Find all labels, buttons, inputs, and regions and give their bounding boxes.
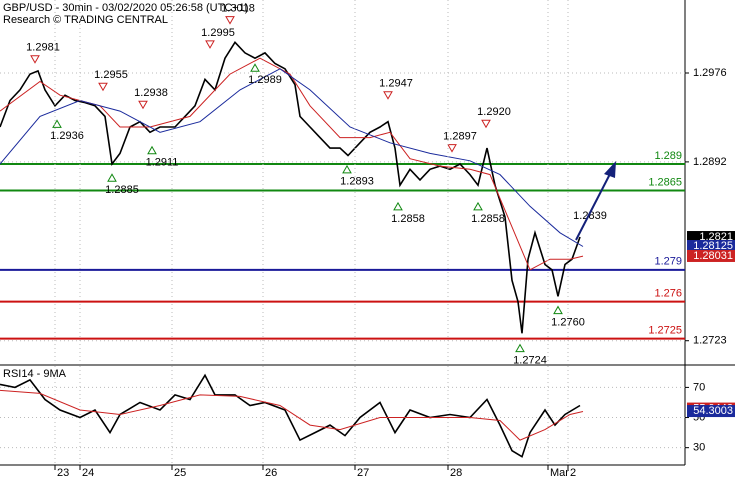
low-marker bbox=[52, 119, 62, 128]
low-marker bbox=[147, 145, 157, 155]
panel-title: RSI14 - 9MA bbox=[3, 368, 67, 380]
price-tag bbox=[687, 405, 735, 418]
series-line bbox=[0, 40, 581, 334]
annotation-label: 1.2897 bbox=[443, 131, 477, 143]
annotation-label: 1.2858 bbox=[391, 213, 425, 225]
annotation-label: 1.2938 bbox=[134, 87, 168, 99]
series-line bbox=[0, 68, 584, 247]
annotation-label: 1.2724 bbox=[513, 355, 547, 367]
annotation-label: 1.2947 bbox=[379, 78, 413, 90]
annotation-label: 1.2920 bbox=[477, 106, 511, 118]
annotation-label: 1.2981 bbox=[26, 42, 60, 54]
low-marker bbox=[515, 343, 525, 353]
high-marker bbox=[225, 16, 235, 25]
annotation-label: 1.2955 bbox=[94, 69, 128, 81]
series-line bbox=[0, 389, 584, 441]
x-tick-label: Mar bbox=[550, 467, 569, 479]
price-tag bbox=[687, 249, 735, 262]
y-tick-label: 1.2892 bbox=[693, 156, 727, 168]
high-marker bbox=[447, 144, 457, 153]
level-label: 1.276 bbox=[654, 287, 682, 299]
low-marker bbox=[393, 201, 403, 211]
high-marker bbox=[481, 119, 491, 129]
price-tag-label: 54.3003 bbox=[693, 405, 733, 417]
x-tick-label: 28 bbox=[450, 467, 462, 479]
y-tick-label: 30 bbox=[693, 442, 705, 454]
low-marker bbox=[107, 173, 117, 182]
high-marker bbox=[383, 91, 393, 100]
annotation-label: 1.2885 bbox=[105, 184, 139, 196]
annotation-label: 1.2760 bbox=[551, 316, 585, 328]
annotation-label: 1.2936 bbox=[50, 130, 84, 142]
level-label: 1.289 bbox=[654, 150, 682, 162]
low-marker bbox=[342, 164, 352, 174]
chart-subtitle: Research © TRADING CENTRAL bbox=[3, 14, 168, 26]
annotation-label: 1.2893 bbox=[340, 176, 374, 188]
y-tick-label: 1.2976 bbox=[693, 67, 727, 79]
x-tick-label: 24 bbox=[82, 467, 94, 479]
y-tick-label: 1.2723 bbox=[693, 335, 727, 347]
level-label: 1.2865 bbox=[648, 176, 682, 188]
x-tick-label: 26 bbox=[265, 467, 277, 479]
low-marker bbox=[250, 63, 260, 72]
high-marker bbox=[30, 55, 40, 64]
x-tick-label: 23 bbox=[57, 467, 69, 479]
high-marker bbox=[138, 100, 148, 110]
annotation-label: 1.3018 bbox=[221, 2, 255, 14]
price-tag-label: 1.28125 bbox=[693, 240, 733, 252]
annotation-label: 1.2995 bbox=[201, 27, 235, 39]
arrow-head bbox=[604, 161, 616, 178]
forecast-arrow bbox=[575, 161, 616, 241]
x-tick-label: 27 bbox=[357, 467, 369, 479]
arrow-shaft bbox=[575, 171, 612, 241]
level-label: 1.279 bbox=[654, 256, 682, 268]
price-tag bbox=[687, 240, 735, 253]
low-marker bbox=[473, 201, 483, 211]
high-marker bbox=[205, 40, 215, 49]
level-label: 1.2725 bbox=[648, 325, 682, 337]
x-tick-label: 25 bbox=[174, 467, 186, 479]
x-tick-label: 2 bbox=[570, 467, 576, 479]
price-tag-label: 1.2821 bbox=[699, 231, 733, 243]
annotation-label: 1.2839 bbox=[573, 210, 607, 222]
high-marker bbox=[98, 82, 108, 92]
annotation-label: 1.2911 bbox=[146, 157, 179, 169]
chart-title: GBP/USD - 30min - 03/02/2020 05:26:58 (U… bbox=[3, 2, 248, 14]
low-marker bbox=[553, 305, 563, 315]
series-line bbox=[0, 57, 584, 271]
y-tick-label: 70 bbox=[693, 381, 705, 393]
price-tag-label: 1.28031 bbox=[693, 250, 733, 262]
annotation-label: 1.2989 bbox=[248, 74, 282, 86]
annotation-label: 1.2858 bbox=[471, 213, 505, 225]
series-line bbox=[0, 373, 581, 458]
